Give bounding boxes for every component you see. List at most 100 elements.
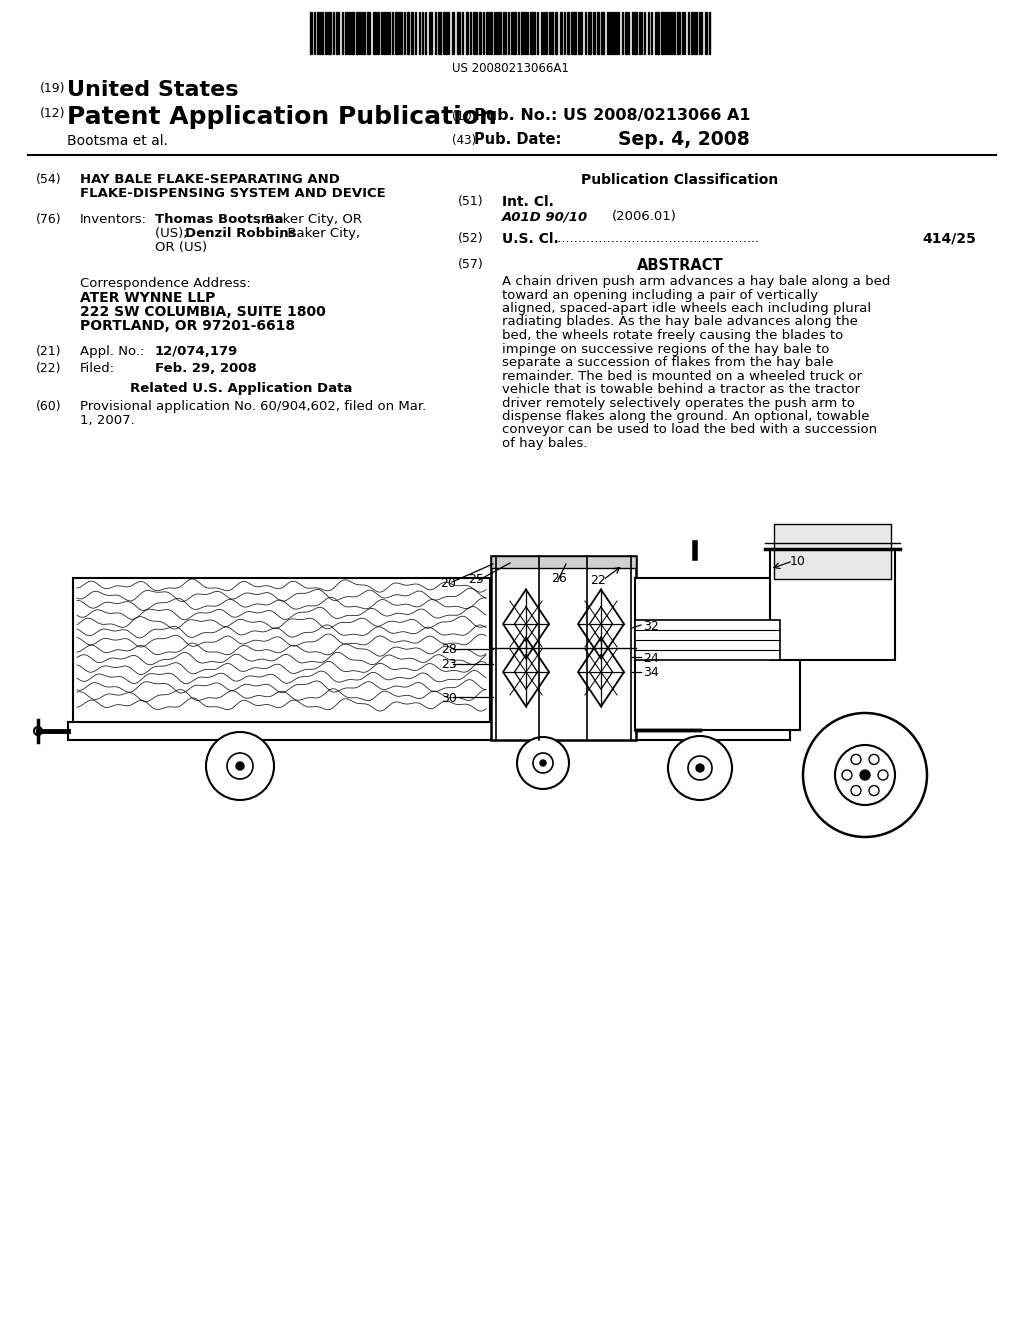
Text: conveyor can be used to load the bed with a succession: conveyor can be used to load the bed wit…: [502, 424, 878, 437]
Bar: [597, 12, 599, 54]
Bar: [521, 12, 524, 54]
Bar: [551, 12, 553, 54]
Bar: [317, 12, 319, 54]
Bar: [545, 12, 547, 54]
Text: vehicle that is towable behind a tractor as the tractor: vehicle that is towable behind a tractor…: [502, 383, 860, 396]
Bar: [588, 12, 591, 54]
Text: PORTLAND, OR 97201-6618: PORTLAND, OR 97201-6618: [80, 319, 295, 333]
Circle shape: [668, 737, 732, 800]
Circle shape: [517, 737, 569, 789]
Text: 1, 2007.: 1, 2007.: [80, 414, 135, 426]
Bar: [328, 12, 331, 54]
Text: , Baker City, OR: , Baker City, OR: [257, 213, 362, 226]
Text: (12): (12): [40, 107, 66, 120]
Text: A chain driven push arm advances a hay bale along a bed: A chain driven push arm advances a hay b…: [502, 275, 891, 288]
Text: 24: 24: [643, 652, 658, 665]
Circle shape: [851, 785, 861, 796]
Bar: [625, 12, 627, 54]
Text: Denzil Robbins: Denzil Robbins: [185, 227, 297, 240]
Text: driver remotely selectively operates the push arm to: driver remotely selectively operates the…: [502, 396, 855, 409]
Text: (76): (76): [36, 213, 61, 226]
Circle shape: [696, 764, 705, 772]
Bar: [694, 12, 697, 54]
Bar: [609, 12, 611, 54]
Text: FLAKE-DISPENSING SYSTEM AND DEVICE: FLAKE-DISPENSING SYSTEM AND DEVICE: [80, 187, 386, 201]
Bar: [73, 578, 490, 722]
Text: toward an opening including a pair of vertically: toward an opening including a pair of ve…: [502, 289, 818, 301]
Text: 12/074,179: 12/074,179: [155, 345, 239, 358]
Bar: [677, 12, 680, 54]
Bar: [386, 12, 388, 54]
Bar: [635, 578, 800, 730]
Bar: [325, 12, 327, 54]
Circle shape: [860, 770, 870, 780]
Text: (21): (21): [36, 345, 61, 358]
Bar: [445, 12, 447, 54]
Text: (52): (52): [458, 232, 483, 246]
Bar: [336, 12, 339, 54]
Text: 30: 30: [441, 692, 457, 705]
Text: Provisional application No. 60/904,602, filed on Mar.: Provisional application No. 60/904,602, …: [80, 400, 426, 413]
Bar: [479, 12, 481, 54]
Text: Related U.S. Application Data: Related U.S. Application Data: [130, 381, 352, 395]
Text: 222 SW COLUMBIA, SUITE 1800: 222 SW COLUMBIA, SUITE 1800: [80, 305, 326, 319]
Bar: [429, 12, 432, 54]
Circle shape: [869, 785, 879, 796]
Bar: [68, 722, 790, 741]
Bar: [345, 12, 347, 54]
Text: Correspondence Address:: Correspondence Address:: [80, 277, 251, 290]
Bar: [452, 12, 454, 54]
Text: Bootsma et al.: Bootsma et al.: [67, 135, 168, 148]
Text: Inventors:: Inventors:: [80, 213, 147, 226]
Circle shape: [878, 770, 888, 780]
Circle shape: [34, 727, 42, 735]
Text: 22: 22: [590, 574, 606, 587]
Bar: [362, 12, 365, 54]
Text: US 20080213066A1: US 20080213066A1: [452, 62, 568, 75]
Text: ABSTRACT: ABSTRACT: [637, 257, 723, 273]
Bar: [367, 12, 370, 54]
Text: 414/25: 414/25: [922, 232, 976, 246]
Text: , Baker City,: , Baker City,: [279, 227, 360, 240]
Text: separate a succession of flakes from the hay bale: separate a succession of flakes from the…: [502, 356, 834, 370]
Text: radiating blades. As the hay bale advances along the: radiating blades. As the hay bale advanc…: [502, 315, 858, 329]
Bar: [513, 12, 516, 54]
Bar: [662, 12, 664, 54]
Bar: [373, 12, 376, 54]
Text: (19): (19): [40, 82, 66, 95]
Bar: [601, 12, 604, 54]
Bar: [457, 12, 460, 54]
Bar: [593, 12, 595, 54]
Bar: [486, 12, 488, 54]
Text: OR (US): OR (US): [155, 242, 207, 253]
Circle shape: [534, 752, 553, 774]
Text: Sep. 4, 2008: Sep. 4, 2008: [618, 129, 750, 149]
Bar: [573, 12, 575, 54]
Bar: [560, 12, 562, 54]
Text: Thomas Bootsma: Thomas Bootsma: [155, 213, 284, 226]
Text: (43): (43): [452, 135, 476, 147]
Text: United States: United States: [67, 81, 239, 100]
Text: Filed:: Filed:: [80, 362, 115, 375]
Bar: [348, 12, 350, 54]
Circle shape: [803, 713, 927, 837]
Text: (51): (51): [458, 195, 483, 209]
Bar: [377, 12, 379, 54]
Bar: [657, 12, 659, 54]
Text: 28: 28: [441, 643, 457, 656]
Text: Feb. 29, 2008: Feb. 29, 2008: [155, 362, 257, 375]
Bar: [475, 12, 477, 54]
Text: Appl. No.:: Appl. No.:: [80, 345, 144, 358]
Text: 25: 25: [468, 573, 484, 586]
Text: (US);: (US);: [155, 227, 191, 240]
Bar: [395, 12, 398, 54]
Bar: [770, 549, 895, 660]
Text: Pub. No.: US 2008/0213066 A1: Pub. No.: US 2008/0213066 A1: [474, 108, 751, 123]
Text: U.S. Cl.: U.S. Cl.: [502, 232, 559, 246]
Text: 34: 34: [643, 667, 658, 678]
Bar: [351, 12, 354, 54]
Circle shape: [842, 770, 852, 780]
Text: (57): (57): [458, 257, 483, 271]
Bar: [466, 12, 468, 54]
Bar: [383, 12, 385, 54]
